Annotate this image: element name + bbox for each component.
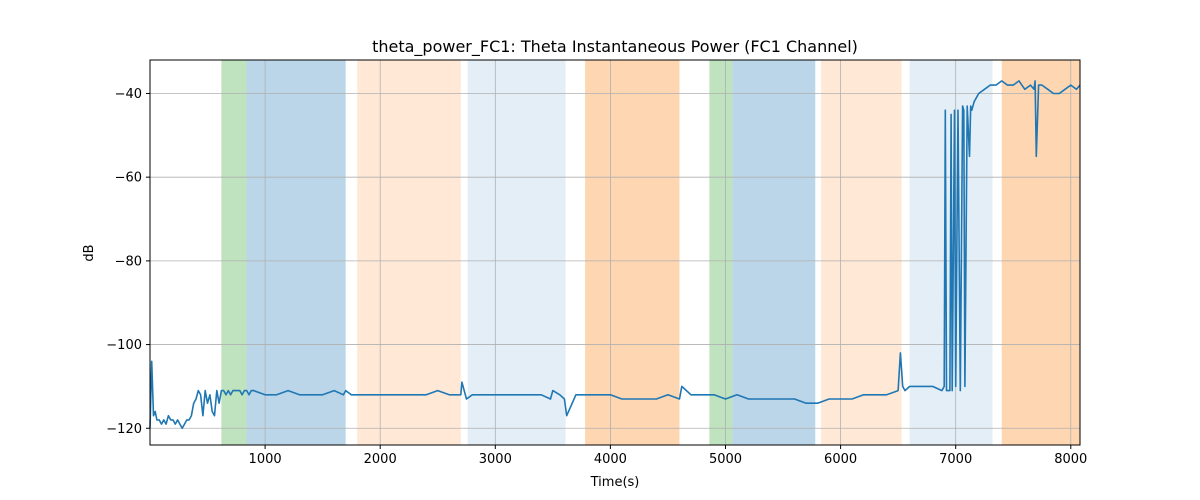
x-tick-label: 3000	[479, 452, 512, 467]
shaded-region	[709, 60, 733, 445]
y-axis-label: dB	[82, 244, 97, 261]
y-axis-ticks: −120 −100 −80 −60 −40	[106, 87, 150, 437]
shaded-region	[1001, 60, 1080, 445]
x-tick-label: 7000	[939, 452, 972, 467]
shaded-regions	[221, 60, 1080, 445]
x-tick-label: 4000	[594, 452, 627, 467]
y-tick-label: −120	[106, 422, 142, 437]
y-tick-label: −60	[115, 171, 142, 186]
shaded-region	[732, 60, 816, 445]
y-tick-label: −80	[115, 254, 142, 269]
y-tick-label: −100	[106, 338, 142, 353]
shaded-region	[821, 60, 902, 445]
x-tick-label: 1000	[249, 452, 282, 467]
series-line	[149, 80, 1081, 430]
x-axis-label: Time(s)	[590, 475, 640, 490]
shaded-region	[585, 60, 680, 445]
x-tick-label: 6000	[824, 452, 857, 467]
shaded-region	[467, 60, 566, 445]
x-tick-label: 8000	[1054, 452, 1087, 467]
shaded-region	[357, 60, 461, 445]
x-tick-label: 5000	[709, 452, 742, 467]
grid-lines	[150, 60, 1080, 445]
shaded-region	[221, 60, 247, 445]
shaded-region	[246, 60, 346, 445]
y-tick-label: −40	[115, 87, 142, 102]
plot-frame	[149, 59, 1081, 446]
series-layer	[149, 80, 1081, 430]
chart-title: theta_power_FC1: Theta Instantaneous Pow…	[372, 37, 858, 57]
x-axis-ticks: 1000 2000 3000 4000 5000 6000 7000 8000	[249, 445, 1087, 467]
x-tick-label: 2000	[364, 452, 397, 467]
